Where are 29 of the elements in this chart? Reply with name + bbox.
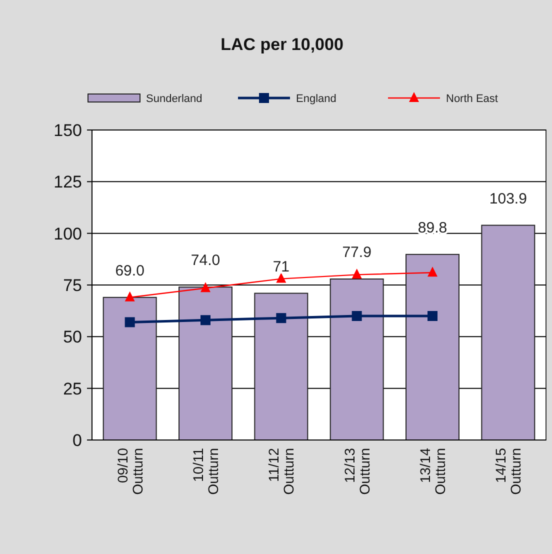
y-tick-label: 125: [54, 172, 82, 192]
y-tick-label: 25: [63, 379, 82, 398]
bar: [481, 224, 536, 440]
x-tick-label: 14/15 Outturn: [492, 448, 524, 495]
x-tick-label: 09/10 Outturn: [114, 448, 146, 495]
y-tick-label: 75: [63, 276, 82, 295]
x-tick-label: 10/11 Outturn: [190, 448, 221, 495]
x-tick-label: 12/13 Outturn: [341, 448, 372, 495]
data-label: 71: [272, 258, 290, 276]
bar: [406, 254, 460, 440]
bar: [330, 278, 384, 440]
legend-label: North East: [446, 93, 498, 105]
data-label: 103.9: [489, 190, 527, 208]
chart-title: LAC per 10,000: [220, 35, 344, 54]
y-tick-label: 50: [63, 328, 82, 347]
legend-label: England: [296, 93, 336, 105]
x-tick-label: 11/12 Outturn: [266, 448, 297, 495]
y-tick-label: 0: [72, 431, 82, 450]
y-tick-label: 100: [54, 224, 82, 244]
x-tick-label: 13/14 Outturn: [417, 448, 448, 495]
data-label: 69.0: [115, 262, 144, 280]
data-label: 77.9: [342, 244, 372, 262]
legend-label: Sunderland: [146, 93, 202, 105]
data-label: 74.0: [190, 252, 220, 270]
data-label: 89.8: [418, 219, 448, 236]
bar: [254, 292, 308, 440]
bar: [102, 296, 157, 440]
bar: [178, 286, 232, 440]
y-tick-label: 150: [54, 121, 82, 140]
